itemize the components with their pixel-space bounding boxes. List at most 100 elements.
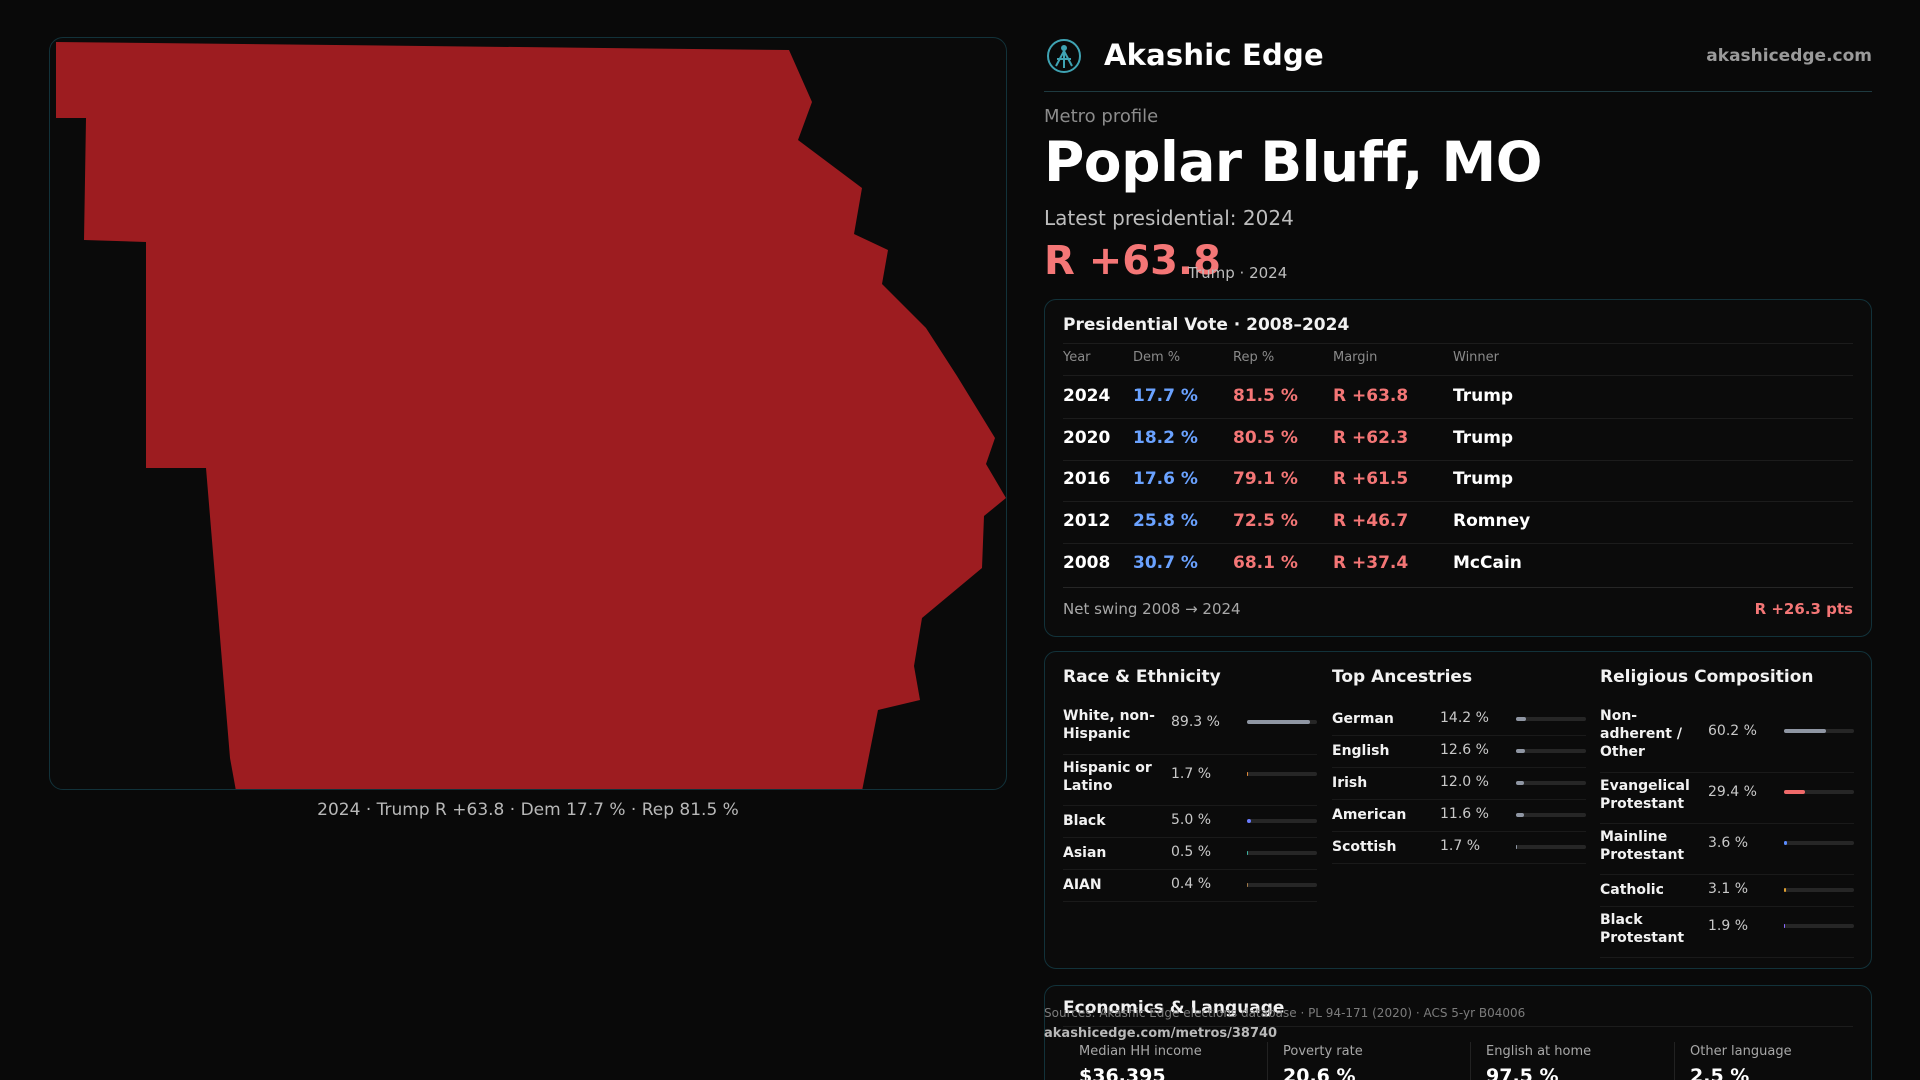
item-bar	[1516, 717, 1586, 721]
item-bar	[1784, 924, 1854, 928]
stat-value: 2.5 %	[1690, 1065, 1750, 1080]
item-bar	[1247, 819, 1317, 823]
item-value: 12.6 %	[1440, 742, 1489, 758]
brand-name[interactable]: Akashic Edge	[1104, 38, 1324, 72]
item-bar	[1784, 729, 1854, 733]
item-bar	[1516, 749, 1586, 753]
divider	[1063, 501, 1853, 502]
stat-label: English at home	[1486, 1044, 1592, 1059]
row-dem: 18.2 %	[1133, 428, 1198, 448]
latest-margin: R +63.8	[1044, 238, 1221, 284]
row-winner: Trump	[1453, 469, 1514, 489]
profile-column: Akashic Edge akashicedge.com Metro profi…	[1044, 0, 1872, 1080]
item-value: 11.6 %	[1440, 806, 1489, 822]
stat-english-at-home: English at home 97.5 %	[1486, 1044, 1591, 1080]
item-value: 1.7 %	[1440, 838, 1481, 854]
item-label: Asian	[1063, 845, 1107, 861]
item-value: 3.6 %	[1708, 835, 1749, 851]
item-bar	[1247, 772, 1317, 776]
table-row: 2008 30.7 % 68.1 % R +37.4 McCain	[1045, 543, 1873, 585]
item-bar	[1247, 720, 1317, 724]
table-row: 2024 17.7 % 81.5 % R +63.8 Trump	[1045, 376, 1873, 418]
divider	[1470, 1042, 1471, 1080]
row-margin: R +46.7	[1333, 511, 1409, 531]
item-bar	[1784, 790, 1854, 794]
row-rep: 80.5 %	[1233, 428, 1298, 448]
item-value: 89.3 %	[1171, 714, 1220, 730]
county-shape[interactable]	[56, 42, 1006, 790]
header-margin: Margin	[1333, 350, 1378, 365]
row-winner: Trump	[1453, 386, 1514, 406]
site-link[interactable]: akashicedge.com	[1706, 46, 1872, 66]
divider	[1063, 543, 1853, 544]
row-rep: 68.1 %	[1233, 553, 1298, 573]
latest-election-label: Latest presidential: 2024	[1044, 206, 1294, 230]
list-item: American 11.6 %	[1332, 801, 1586, 832]
list-item: Scottish 1.7 %	[1332, 833, 1586, 864]
map-caption: 2024 · Trump R +63.8 · Dem 17.7 % · Rep …	[317, 800, 739, 820]
item-bar	[1516, 781, 1586, 785]
item-value: 3.1 %	[1708, 881, 1749, 897]
item-value: 1.7 %	[1171, 766, 1212, 782]
row-dem: 17.7 %	[1133, 386, 1198, 406]
item-bar-fill	[1247, 772, 1249, 776]
row-rep: 72.5 %	[1233, 511, 1298, 531]
item-label: Black Protestant	[1600, 912, 1685, 946]
stat-median-income: Median HH income $36,395	[1079, 1044, 1202, 1080]
item-label: English	[1332, 743, 1390, 759]
net-swing-value: R +26.3 pts	[1754, 600, 1853, 618]
item-label: Hispanic or Latino	[1063, 760, 1152, 794]
item-label: Scottish	[1332, 839, 1397, 855]
list-item: Evangelical Protestant 29.4 %	[1600, 774, 1854, 824]
ancestry-title: Top Ancestries	[1332, 667, 1473, 687]
ancestry-column: Top Ancestries German 14.2 % English 12.…	[1332, 652, 1586, 970]
item-bar-fill	[1516, 845, 1518, 849]
item-bar	[1784, 888, 1854, 892]
item-bar-fill	[1516, 781, 1525, 785]
item-bar-fill	[1784, 924, 1786, 928]
race-ethnicity-column: Race & Ethnicity White, non-Hispanic 89.…	[1063, 652, 1317, 970]
item-label: Irish	[1332, 775, 1368, 791]
item-label: Mainline Protestant	[1600, 829, 1685, 863]
header-dem: Dem %	[1133, 350, 1181, 365]
stat-value: 20.6 %	[1283, 1065, 1356, 1080]
item-bar-fill	[1247, 819, 1251, 823]
divider	[1674, 1042, 1675, 1080]
item-bar	[1516, 813, 1586, 817]
demographics-card: Race & Ethnicity White, non-Hispanic 89.…	[1044, 651, 1872, 969]
item-bar-fill	[1784, 888, 1787, 892]
item-bar	[1516, 845, 1586, 849]
row-winner: McCain	[1453, 553, 1522, 573]
presidential-vote-title: Presidential Vote · 2008–2024	[1063, 315, 1350, 335]
row-year: 2012	[1063, 511, 1111, 531]
table-row: 2016 17.6 % 79.1 % R +61.5 Trump	[1045, 459, 1873, 501]
profile-eyebrow: Metro profile	[1044, 106, 1159, 127]
permalink[interactable]: akashicedge.com/metros/38740	[1044, 1026, 1278, 1041]
site-header: Akashic Edge akashicedge.com	[1044, 36, 1872, 92]
item-label: Catholic	[1600, 882, 1664, 898]
table-row: 2020 18.2 % 80.5 % R +62.3 Trump	[1045, 418, 1873, 460]
item-bar	[1247, 851, 1317, 855]
divider	[1063, 418, 1853, 419]
sources-note: Sources: Akashic Edge elections database…	[1044, 1006, 1526, 1020]
economics-title: Economics & Language	[1063, 998, 1285, 1018]
list-item: White, non-Hispanic 89.3 %	[1063, 705, 1317, 755]
row-rep: 81.5 %	[1233, 386, 1298, 406]
logo-icon[interactable]	[1046, 38, 1082, 74]
item-bar-fill	[1784, 790, 1805, 794]
county-map	[56, 42, 1006, 790]
presidential-vote-card: Presidential Vote · 2008–2024 Year Dem %…	[1044, 299, 1872, 637]
table-row: 2012 25.8 % 72.5 % R +46.7 Romney	[1045, 501, 1873, 543]
item-bar-fill	[1784, 841, 1787, 845]
list-item: German 14.2 %	[1332, 705, 1586, 736]
row-year: 2008	[1063, 553, 1111, 573]
row-margin: R +61.5	[1333, 469, 1409, 489]
divider	[1267, 1042, 1268, 1080]
latest-margin-note: Trump · 2024	[1188, 264, 1288, 282]
item-value: 1.9 %	[1708, 918, 1749, 934]
stat-value: 97.5 %	[1486, 1065, 1559, 1080]
stat-value: $36,395	[1079, 1065, 1166, 1080]
list-item: Mainline Protestant 3.6 %	[1600, 825, 1854, 875]
list-item: AIAN 0.4 %	[1063, 871, 1317, 902]
religion-column: Religious Composition Non-adherent / Oth…	[1600, 652, 1854, 970]
